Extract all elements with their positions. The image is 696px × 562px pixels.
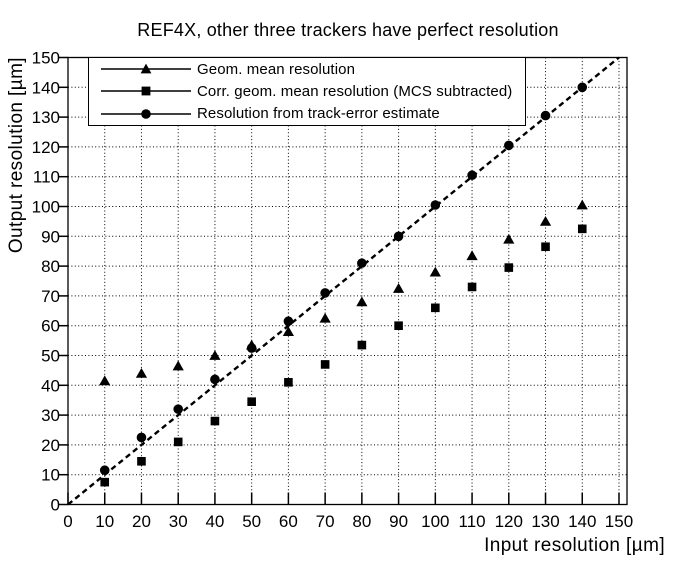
data-point-circle [393, 231, 404, 242]
y-tick-label: 120 [32, 138, 60, 157]
data-point-triangle [466, 250, 478, 261]
data-point-square [541, 242, 550, 252]
data-point-square [247, 397, 256, 406]
reference-diagonal-line [67, 56, 620, 506]
data-point-circle [173, 404, 183, 414]
y-tick-label: 30 [41, 406, 60, 425]
x-tick-label: 120 [495, 512, 523, 531]
x-tick-label: 140 [568, 512, 596, 531]
y-tick-label: 60 [41, 317, 60, 336]
data-point-square [173, 437, 183, 447]
data-point-square [467, 282, 477, 292]
legend-entry-geom-mean: Geom. mean resolution [89, 59, 525, 80]
x-tick-label: 30 [169, 512, 188, 531]
legend-label: Corr. geom. mean resolution (MCS subtrac… [197, 82, 513, 100]
data-point-triangle [99, 375, 111, 386]
data-point-square [357, 340, 367, 350]
triangle-marker-icon [101, 63, 191, 74]
chart-title: REF4X, other three trackers have perfect… [137, 20, 559, 40]
data-point-square [100, 477, 110, 487]
data-point-circle [430, 200, 441, 210]
legend-entry-track-error: Resolution from track-error estimate [89, 103, 525, 124]
x-tick-label: 130 [531, 512, 559, 531]
x-tick-label: 100 [421, 512, 449, 531]
y-tick-label: 70 [41, 287, 60, 306]
data-point-square [320, 360, 330, 369]
x-tick-label: 50 [242, 512, 261, 531]
y-tick-label: 50 [41, 347, 60, 366]
data-point-circle [246, 343, 257, 353]
square-marker-icon [101, 87, 191, 96]
legend-label: Resolution from track-error estimate [197, 105, 440, 123]
data-point-triangle [135, 367, 148, 378]
legend-label: Geom. mean resolution [197, 60, 356, 78]
x-tick-label: 40 [205, 512, 224, 531]
data-point-square [504, 263, 514, 272]
y-axis-title: Output resolution [µm] [6, 57, 27, 254]
y-tick-label: 100 [32, 198, 60, 217]
data-point-circle [320, 288, 330, 298]
y-tick-label: 20 [41, 436, 60, 455]
y-tick-label: 90 [41, 227, 60, 246]
data-point-circle [357, 258, 367, 268]
data-point-triangle [576, 199, 588, 210]
x-tick-label: 150 [605, 512, 633, 531]
x-tick-label: 90 [389, 512, 408, 531]
y-tick-label: 40 [41, 376, 60, 395]
data-point-circle [99, 465, 110, 476]
x-tick-label: 20 [132, 512, 151, 531]
y-tick-label: 80 [41, 257, 60, 276]
x-tick-label: 0 [63, 512, 72, 531]
data-point-triangle [429, 266, 441, 277]
x-tick-label: 10 [95, 512, 114, 531]
legend-entry-corr-geom-mean: Corr. geom. mean resolution (MCS subtrac… [89, 81, 525, 102]
y-tick-label: 0 [51, 496, 60, 515]
x-tick-label: 80 [352, 512, 371, 531]
data-point-square [137, 456, 146, 466]
y-tick-label: 140 [32, 78, 60, 97]
y-tick-label: 150 [32, 49, 60, 68]
data-point-circle [467, 170, 477, 181]
data-point-triangle [539, 216, 552, 226]
data-point-square [284, 378, 293, 387]
y-tick-label: 10 [41, 466, 60, 485]
data-point-triangle [392, 283, 405, 293]
x-tick-label: 70 [316, 512, 335, 531]
data-point-triangle [319, 312, 331, 323]
data-point-circle [503, 140, 514, 151]
data-point-triangle [209, 350, 221, 360]
y-tick-label: 110 [33, 168, 60, 187]
data-point-circle [283, 316, 294, 327]
x-tick-label: 60 [279, 512, 298, 531]
data-point-triangle [356, 296, 368, 307]
legend-box: Geom. mean resolution Corr. geom. mean r… [88, 57, 526, 126]
data-point-circle [540, 110, 551, 121]
data-point-triangle [282, 326, 294, 337]
data-point-triangle [503, 233, 515, 244]
x-axis-title: Input resolution [µm] [484, 535, 665, 556]
data-point-circle [136, 432, 147, 443]
data-point-square [210, 416, 220, 426]
y-tick-label: 130 [32, 108, 60, 127]
data-point-circle [210, 374, 220, 385]
data-point-square [577, 224, 587, 234]
x-tick-label: 110 [459, 512, 486, 531]
data-point-square [431, 303, 440, 313]
data-point-triangle [172, 360, 184, 371]
data-point-circle [577, 82, 588, 93]
circle-marker-icon [101, 109, 191, 119]
data-point-square [394, 321, 403, 330]
